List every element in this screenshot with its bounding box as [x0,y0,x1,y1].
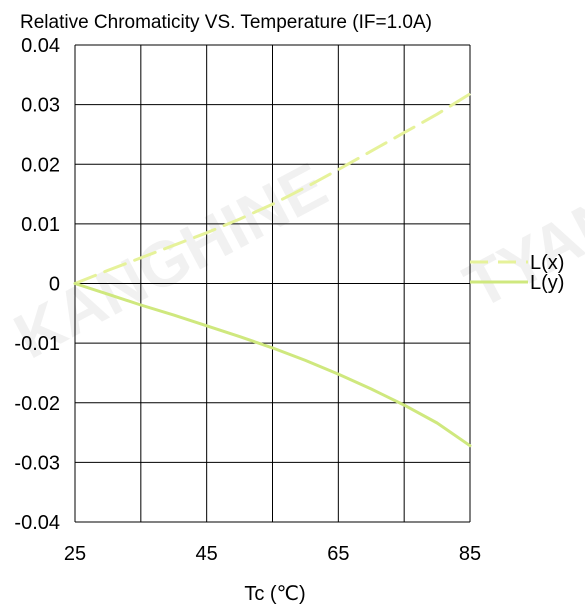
series-line-1 [73,282,472,448]
legend-label: L(x) [530,252,564,274]
x-axis-label: Tc (℃) [244,583,305,605]
x-tick-label: 65 [327,543,349,565]
x-tick-label: 25 [64,543,86,565]
y-axis-ticks: 0.04 0.03 0.02 0.01 0 -0.01 -0.02 -0.03 -0.04 [14,35,60,534]
y-tick-label: 0 [49,274,60,296]
y-tick-label: -0.04 [14,512,60,534]
series-lines [73,92,472,448]
legend: L(x)L(y) [470,252,564,294]
y-tick-label: -0.03 [14,452,60,474]
x-tick-label: 85 [459,543,481,565]
chart-title: Relative Chromaticity VS. Temperature (I… [20,12,432,33]
x-tick-label: 45 [196,543,218,565]
series-line-0 [73,92,472,285]
y-tick-label: 0.04 [21,35,60,57]
y-tick-label: -0.01 [14,333,60,355]
x-axis-ticks: 25 45 65 85 [64,543,481,565]
y-tick-label: 0.01 [21,214,60,236]
y-tick-label: 0.03 [21,95,60,117]
plot-grid [74,44,471,523]
legend-label: L(y) [530,272,564,294]
y-tick-label: 0.02 [21,154,60,176]
watermark-right-text: TYAN [453,180,585,323]
y-tick-label: -0.02 [14,393,60,415]
watermark: KANGHINE TYAN [3,149,585,373]
